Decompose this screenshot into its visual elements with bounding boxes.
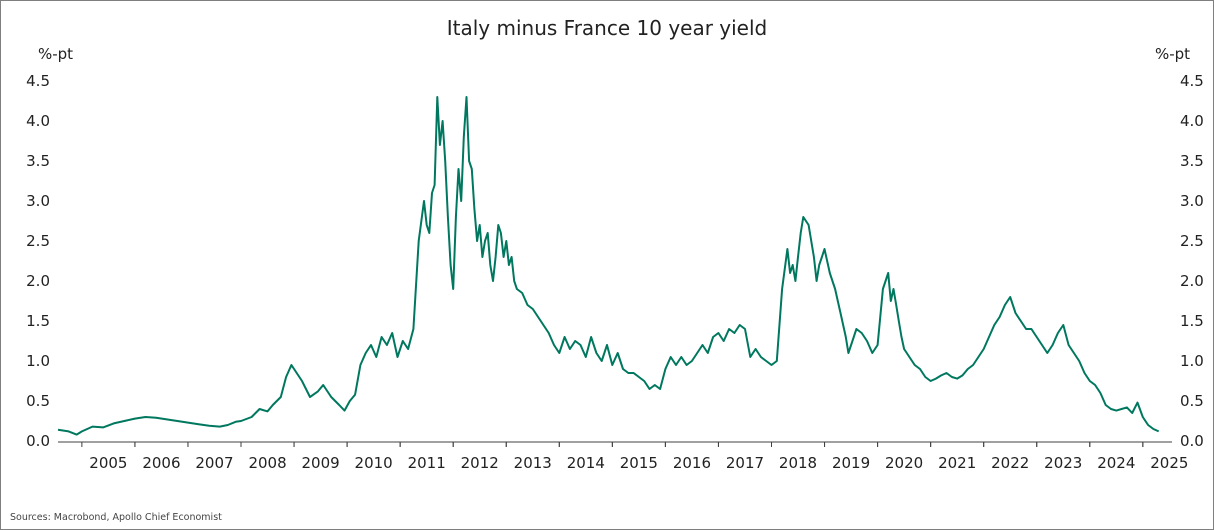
- x-tick-label: 2013: [514, 454, 552, 472]
- x-tick-label: 2020: [885, 454, 923, 472]
- y-tick-label-left: 4.0: [26, 112, 50, 130]
- x-tick-label: 2011: [408, 454, 446, 472]
- chart-title: Italy minus France 10 year yield: [446, 16, 768, 40]
- x-tick-label: 2008: [248, 454, 286, 472]
- left-y-axis: 0.0 0.5 1.0 1.5 2.0 2.5 3.0 3.5 4.0 4.5: [26, 72, 50, 450]
- x-tick-label: 2016: [673, 454, 711, 472]
- y-tick-label-right: 2.0: [1180, 272, 1204, 290]
- y-tick-label-right: 4.0: [1180, 112, 1204, 130]
- right-y-axis: 0.0 0.5 1.0 1.5 2.0 2.5 3.0 3.5 4.0 4.5: [1180, 72, 1204, 450]
- x-tick-label: 2022: [991, 454, 1029, 472]
- y-tick-label-right: 0.0: [1180, 432, 1204, 450]
- y-tick-label-left: 3.0: [26, 192, 50, 210]
- y-tick-label-right: 2.5: [1180, 232, 1204, 250]
- x-tick-label: 2015: [620, 454, 658, 472]
- y-tick-label-left: 3.5: [26, 152, 50, 170]
- y-tick-label-left: 2.5: [26, 232, 50, 250]
- x-axis: 2005 2006 2007 2008 2009 2010 2011 2012 2013 2014…: [81, 442, 1188, 472]
- series-layer: [57, 96, 1160, 436]
- x-tick-label: 2017: [726, 454, 764, 472]
- x-tick-label: 2009: [301, 454, 339, 472]
- y-tick-label-right: 3.5: [1180, 152, 1204, 170]
- y-tick-label-left: 1.5: [26, 312, 50, 330]
- right-axis-unit-label: %-pt: [1155, 45, 1191, 63]
- y-tick-label-left: 0.5: [26, 392, 50, 410]
- y-tick-label-left: 0.0: [26, 432, 50, 450]
- x-tick-label: 2010: [355, 454, 393, 472]
- y-tick-label-right: 0.5: [1180, 392, 1204, 410]
- y-tick-label-left: 2.0: [26, 272, 50, 290]
- x-tick-label: 2025: [1150, 454, 1188, 472]
- x-tick-label: 2005: [89, 454, 127, 472]
- y-tick-label-right: 4.5: [1180, 72, 1204, 90]
- source-note: Sources: Macrobond, Apollo Chief Economi…: [10, 512, 222, 523]
- series-line: [57, 96, 1160, 436]
- x-tick-label: 2024: [1097, 454, 1135, 472]
- y-tick-label-left: 4.5: [26, 72, 50, 90]
- y-tick-label-right: 1.0: [1180, 352, 1204, 370]
- x-tick-label: 2014: [567, 454, 605, 472]
- left-axis-unit-label: %-pt: [38, 45, 74, 63]
- x-tick-label: 2018: [779, 454, 817, 472]
- x-tick-label: 2021: [938, 454, 976, 472]
- y-tick-label-right: 1.5: [1180, 312, 1204, 330]
- y-tick-label-left: 1.0: [26, 352, 50, 370]
- x-tick-label: 2007: [195, 454, 233, 472]
- x-tick-label: 2023: [1044, 454, 1082, 472]
- x-tick-label: 2006: [142, 454, 180, 472]
- x-tick-label: 2019: [832, 454, 870, 472]
- x-tick-label: 2012: [461, 454, 499, 472]
- y-tick-label-right: 3.0: [1180, 192, 1204, 210]
